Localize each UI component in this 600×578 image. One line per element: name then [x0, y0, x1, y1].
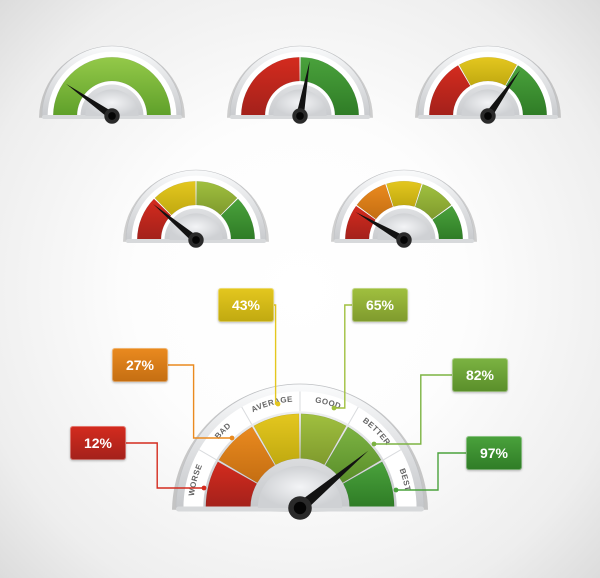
- percent-badge: 82%: [452, 358, 508, 392]
- gauge-row-1: [0, 38, 600, 131]
- gauge-g5: [330, 162, 478, 255]
- percent-badge-label: 97%: [480, 445, 508, 461]
- gauge-g2: [226, 38, 374, 131]
- gauge-g4: [122, 162, 270, 255]
- percent-badge: 12%: [70, 426, 126, 460]
- percent-badge-label: 12%: [84, 435, 112, 451]
- percent-badge: 27%: [112, 348, 168, 382]
- percent-badge-label: 43%: [232, 297, 260, 313]
- gauge-row-2: [0, 162, 600, 255]
- percent-badge: 65%: [352, 288, 408, 322]
- percent-badge-label: 27%: [126, 357, 154, 373]
- main-gauge: WORSEBADAVERAGEGOODBETTERBEST: [170, 360, 430, 525]
- percent-badge-label: 65%: [366, 297, 394, 313]
- percent-badge: 97%: [466, 436, 522, 470]
- gauge-g1: [38, 38, 186, 131]
- gauge-g3: [414, 38, 562, 131]
- percent-badge-label: 82%: [466, 367, 494, 383]
- percent-badge: 43%: [218, 288, 274, 322]
